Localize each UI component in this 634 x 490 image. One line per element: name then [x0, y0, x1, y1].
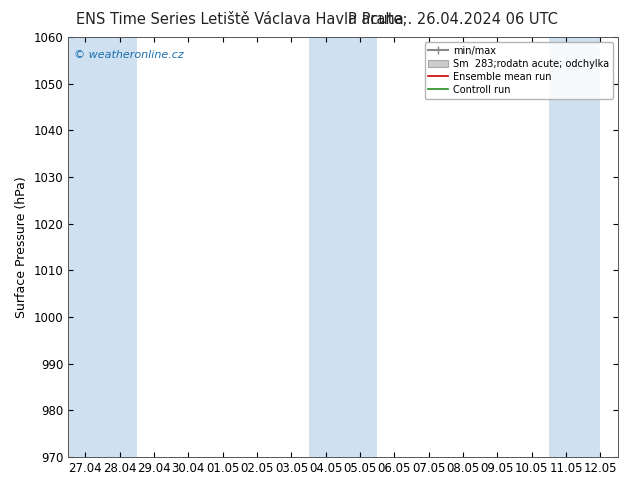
- Bar: [309, 37, 377, 457]
- Text: ENS Time Series Letiště Václava Havla Praha: ENS Time Series Letiště Václava Havla Pr…: [76, 12, 404, 27]
- Y-axis label: Surface Pressure (hPa): Surface Pressure (hPa): [15, 176, 28, 318]
- Bar: [68, 37, 137, 457]
- Text: P acute;. 26.04.2024 06 UTC: P acute;. 26.04.2024 06 UTC: [348, 12, 558, 27]
- Legend: min/max, Sm  283;rodatn acute; odchylka, Ensemble mean run, Controll run: min/max, Sm 283;rodatn acute; odchylka, …: [425, 42, 612, 98]
- Text: © weatheronline.cz: © weatheronline.cz: [74, 50, 183, 60]
- Bar: [549, 37, 600, 457]
